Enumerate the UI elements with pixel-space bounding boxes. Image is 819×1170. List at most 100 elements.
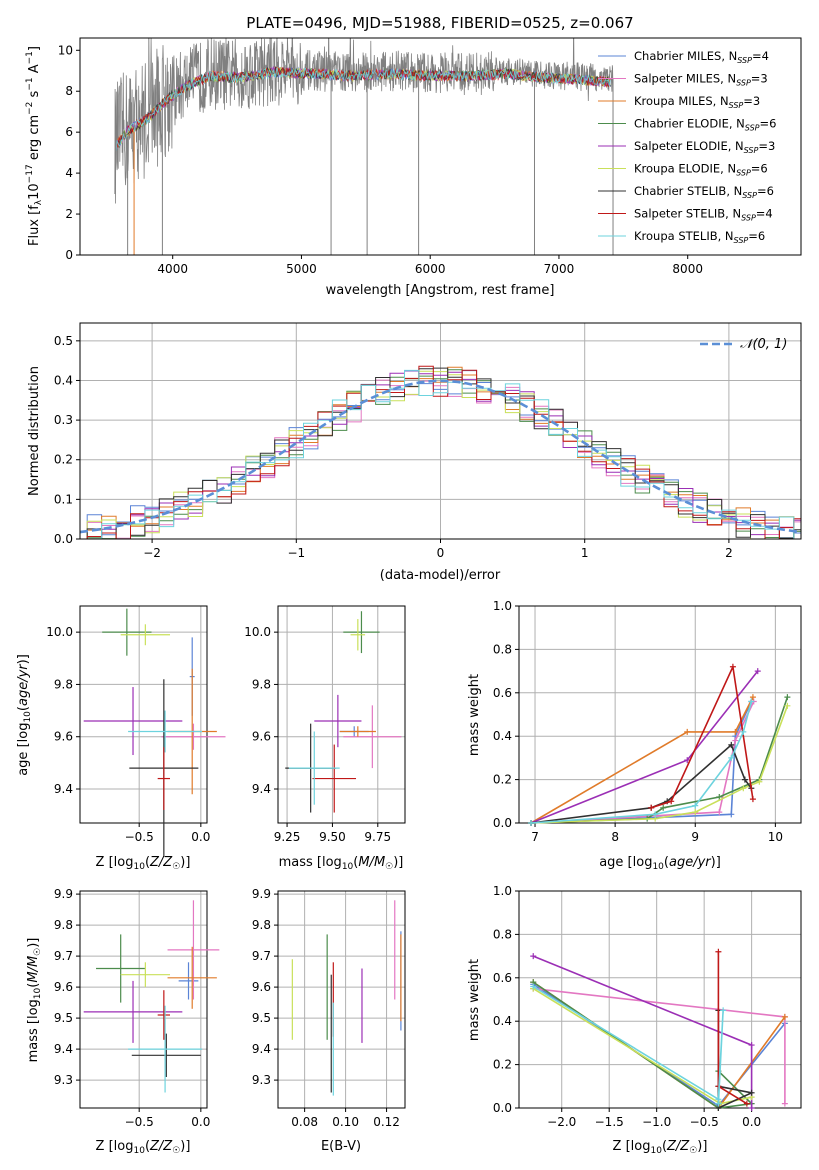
x-tick-label: 0.0 [742,1115,761,1129]
normal-curve [79,379,799,534]
x-tick-label: −2 [143,546,161,560]
y-tick-label: 6 [65,125,73,139]
weight-marker-chabrier_elodie [784,694,791,701]
weight-marker-kroupa_elodie [740,785,747,792]
y-tick-label: 9.8 [252,677,271,691]
weight-marker-kroupa_miles [684,728,691,735]
y-tick-label: 9.6 [54,980,73,994]
mass-age-panel: 9.25 9.50 9.75 9.4 9.6 9.8 10.0 [244,605,406,844]
weight-marker-kroupa_stelib [720,1007,727,1014]
y-tick-label: 0.2 [493,1058,512,1072]
spectrum-title: PLATE=0496, MJD=51988, FIBERID=0525, z=0… [246,14,633,32]
legend-count: =3 [751,72,768,86]
z-age-xlabel: Z [log10(Z/Z☉)] [96,855,191,872]
age-massweight-xlabel: age [log10(age/yr)] [599,855,721,872]
weight-marker-kroupa_elodie [784,702,791,709]
legend-subscript: SSP [736,169,751,178]
y-tick-label: 9.8 [252,918,271,932]
weight-marker-kroupa_miles [732,728,739,735]
axes-frame [277,890,406,1109]
y-tick-label: 2 [65,207,73,221]
weight-marker-salpeter_elodie [748,1042,755,1049]
axes-frame [277,605,406,824]
axes-frame [518,890,802,1109]
legend-label-1: Salpeter MILES, NSSP=3 [634,72,768,88]
legend-count: =6 [757,184,774,198]
residual-xlabel: (data-model)/error [380,568,501,583]
x-tick-label: 6000 [415,262,446,276]
x-tick-label: 10 [768,830,783,844]
y-tick-label: 9.4 [252,1042,271,1056]
y-tick-label: 8 [65,84,73,98]
axes-frame [79,890,208,1109]
weight-marker-kroupa_stelib [728,754,735,761]
legend-count: =6 [751,162,768,176]
weight-marker-salpeter_stelib [749,796,756,803]
weight-marker-salpeter_miles [716,809,723,816]
y-tick-label: 9.8 [54,918,73,932]
weight-line-kroupa_stelib [530,701,753,824]
x-tick-label: −2.0 [547,1115,576,1129]
z-massweight-ylabel: mass weight [467,959,482,1041]
y-tick-label: 0.8 [493,927,512,941]
weight-marker-kroupa_stelib [530,983,537,990]
legend-subscript: SSP [741,214,756,223]
legend-label-5: Kroupa ELODIE, NSSP=6 [634,162,768,178]
weight-line-kroupa_stelib [532,985,724,1104]
y-tick-label: 0.6 [493,971,512,985]
x-tick-label: 0 [437,546,445,560]
y-tick-label: 9.4 [54,1042,73,1056]
spectrum-legend: Chabrier MILES, NSSP=4 Salpeter MILES, NS… [598,49,776,245]
y-tick-label: 0 [65,248,73,262]
ebv-mass-xlabel: E(B-V) [321,1139,361,1154]
axes-frame [518,605,802,824]
z-massweight-panel: −2.0 −1.5 −1.0 −0.5 0.0 0.0 0.2 0.4 0.6 0.8 1.0 [493,884,802,1129]
x-tick-label: −1.5 [595,1115,624,1129]
spectrum-panel: PLATE=0496, MJD=51988, FIBERID=0525, z=0… [25,14,802,298]
histogram-chabrier_stelib [80,367,801,539]
x-tick-label: 2 [725,546,733,560]
legend-label-4: Salpeter ELODIE, NSSP=3 [634,139,775,155]
weight-marker-salpeter_elodie [530,953,537,960]
legend-label-8: Kroupa STELIB, NSSP=6 [634,229,765,245]
x-tick-label: −0.5 [125,830,154,844]
weight-line-chabrier_stelib [717,1010,755,1110]
x-tick-label: 9.25 [274,830,301,844]
age-massweight-ylabel: mass weight [467,674,482,756]
legend-subscript: SSP [729,101,744,110]
weight-marker-kroupa_elodie [692,809,699,816]
weight-marker-chabrier_stelib [748,1089,755,1096]
y-tick-label: 0.2 [493,773,512,787]
spectrum-ylabel: Flux [fλ10−17 erg cm−2 s−1 A−1] [25,46,44,246]
weight-marker-salpeter_stelib [729,663,736,670]
x-tick-label: −1 [287,546,305,560]
residual-ticks: −2 −1 0 1 2 0.0 0.1 0.2 0.3 0.4 0.5 [54,334,733,560]
legend-count: =3 [743,94,760,108]
y-tick-label: 9.5 [252,1011,271,1025]
histogram-kroupa_miles [80,366,801,539]
spectrum-model-series [115,65,611,152]
histogram-chabrier_elodie [80,369,801,539]
legend-count: =4 [756,207,773,221]
y-tick-label: 4 [65,166,73,180]
residual-panel: −2 −1 0 1 2 0.0 0.1 0.2 0.3 0.4 0.5 𝒩(0, 1) (data-… [27,322,802,583]
y-tick-label: 10.0 [46,625,73,639]
legend-label-2: Kroupa MILES, NSSP=3 [634,94,760,110]
weight-line-salpeter_miles [530,701,755,824]
weight-marker-salpeter_stelib [743,1100,750,1107]
weight-marker-salpeter_miles [732,737,739,744]
z-mass-xlabel: Z [log10(Z/Z☉)] [96,1139,191,1156]
x-tick-label: 0.0 [191,830,210,844]
legend-count: =3 [758,139,775,153]
y-tick-label: 0.0 [493,816,512,830]
weight-marker-kroupa_elodie [756,778,763,785]
legend-subscript: SSP [745,124,760,133]
observed-flux-line [114,38,614,204]
weight-marker-salpeter_miles [781,1100,788,1107]
weight-marker-salpeter_elodie [754,668,761,675]
spectrum-xlabel: wavelength [Angstrom, rest frame] [326,283,555,298]
y-tick-label: 10.0 [244,625,271,639]
weight-marker-salpeter_stelib [715,948,722,955]
weight-marker-kroupa_stelib [692,802,699,809]
legend-subscript: SSP [734,236,749,245]
